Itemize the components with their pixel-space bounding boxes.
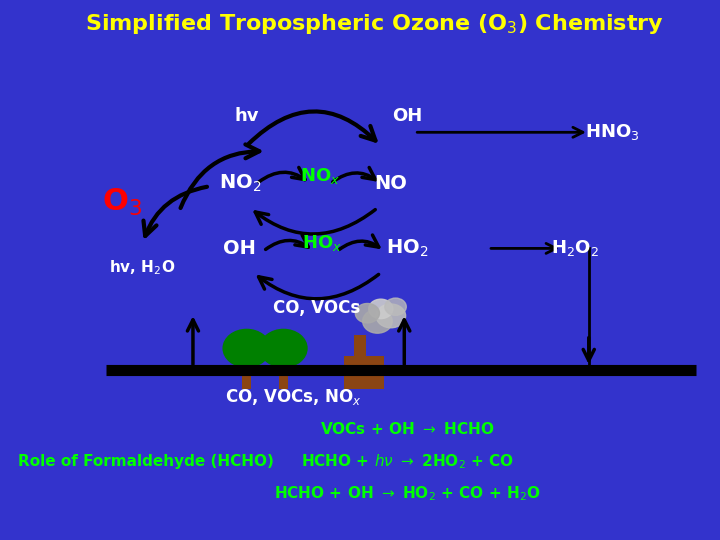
- Text: O$_3$: O$_3$: [102, 187, 143, 218]
- Circle shape: [369, 299, 393, 319]
- FancyBboxPatch shape: [344, 356, 384, 389]
- FancyBboxPatch shape: [279, 367, 288, 389]
- Text: HCHO + $h\nu$ $\rightarrow$ 2HO$_2$ + CO: HCHO + $h\nu$ $\rightarrow$ 2HO$_2$ + CO: [301, 453, 514, 471]
- Text: H$_2$O$_2$: H$_2$O$_2$: [552, 238, 599, 259]
- Text: NO$_x$: NO$_x$: [300, 165, 341, 186]
- FancyBboxPatch shape: [354, 335, 366, 359]
- Text: CO, VOCs: CO, VOCs: [274, 299, 361, 317]
- Text: HCHO + OH $\rightarrow$ HO$_2$ + CO + H$_2$O: HCHO + OH $\rightarrow$ HO$_2$ + CO + H$…: [274, 485, 541, 503]
- Text: hv: hv: [235, 107, 259, 125]
- Circle shape: [355, 303, 379, 323]
- Text: OH: OH: [223, 239, 256, 258]
- Circle shape: [260, 329, 307, 367]
- Circle shape: [384, 298, 406, 315]
- FancyBboxPatch shape: [242, 367, 251, 389]
- Text: HO$_2$: HO$_2$: [387, 238, 429, 259]
- Text: hv, H$_2$O: hv, H$_2$O: [109, 258, 176, 276]
- Circle shape: [376, 304, 405, 328]
- Text: NO$_2$: NO$_2$: [219, 173, 261, 194]
- Circle shape: [223, 329, 270, 367]
- Text: CO, VOCs, NO$_x$: CO, VOCs, NO$_x$: [225, 387, 362, 407]
- Text: Simplified Tropospheric Ozone (O$_3$) Chemistry: Simplified Tropospheric Ozone (O$_3$) Ch…: [85, 12, 664, 36]
- Text: Role of Formaldehyde (HCHO): Role of Formaldehyde (HCHO): [18, 454, 274, 469]
- Text: NO: NO: [374, 174, 408, 193]
- Text: HO$_x$: HO$_x$: [302, 233, 342, 253]
- Circle shape: [363, 309, 392, 333]
- Text: VOCs + OH $\rightarrow$ HCHO: VOCs + OH $\rightarrow$ HCHO: [320, 421, 495, 437]
- Text: HNO$_3$: HNO$_3$: [585, 122, 639, 143]
- Text: OH: OH: [392, 107, 423, 125]
